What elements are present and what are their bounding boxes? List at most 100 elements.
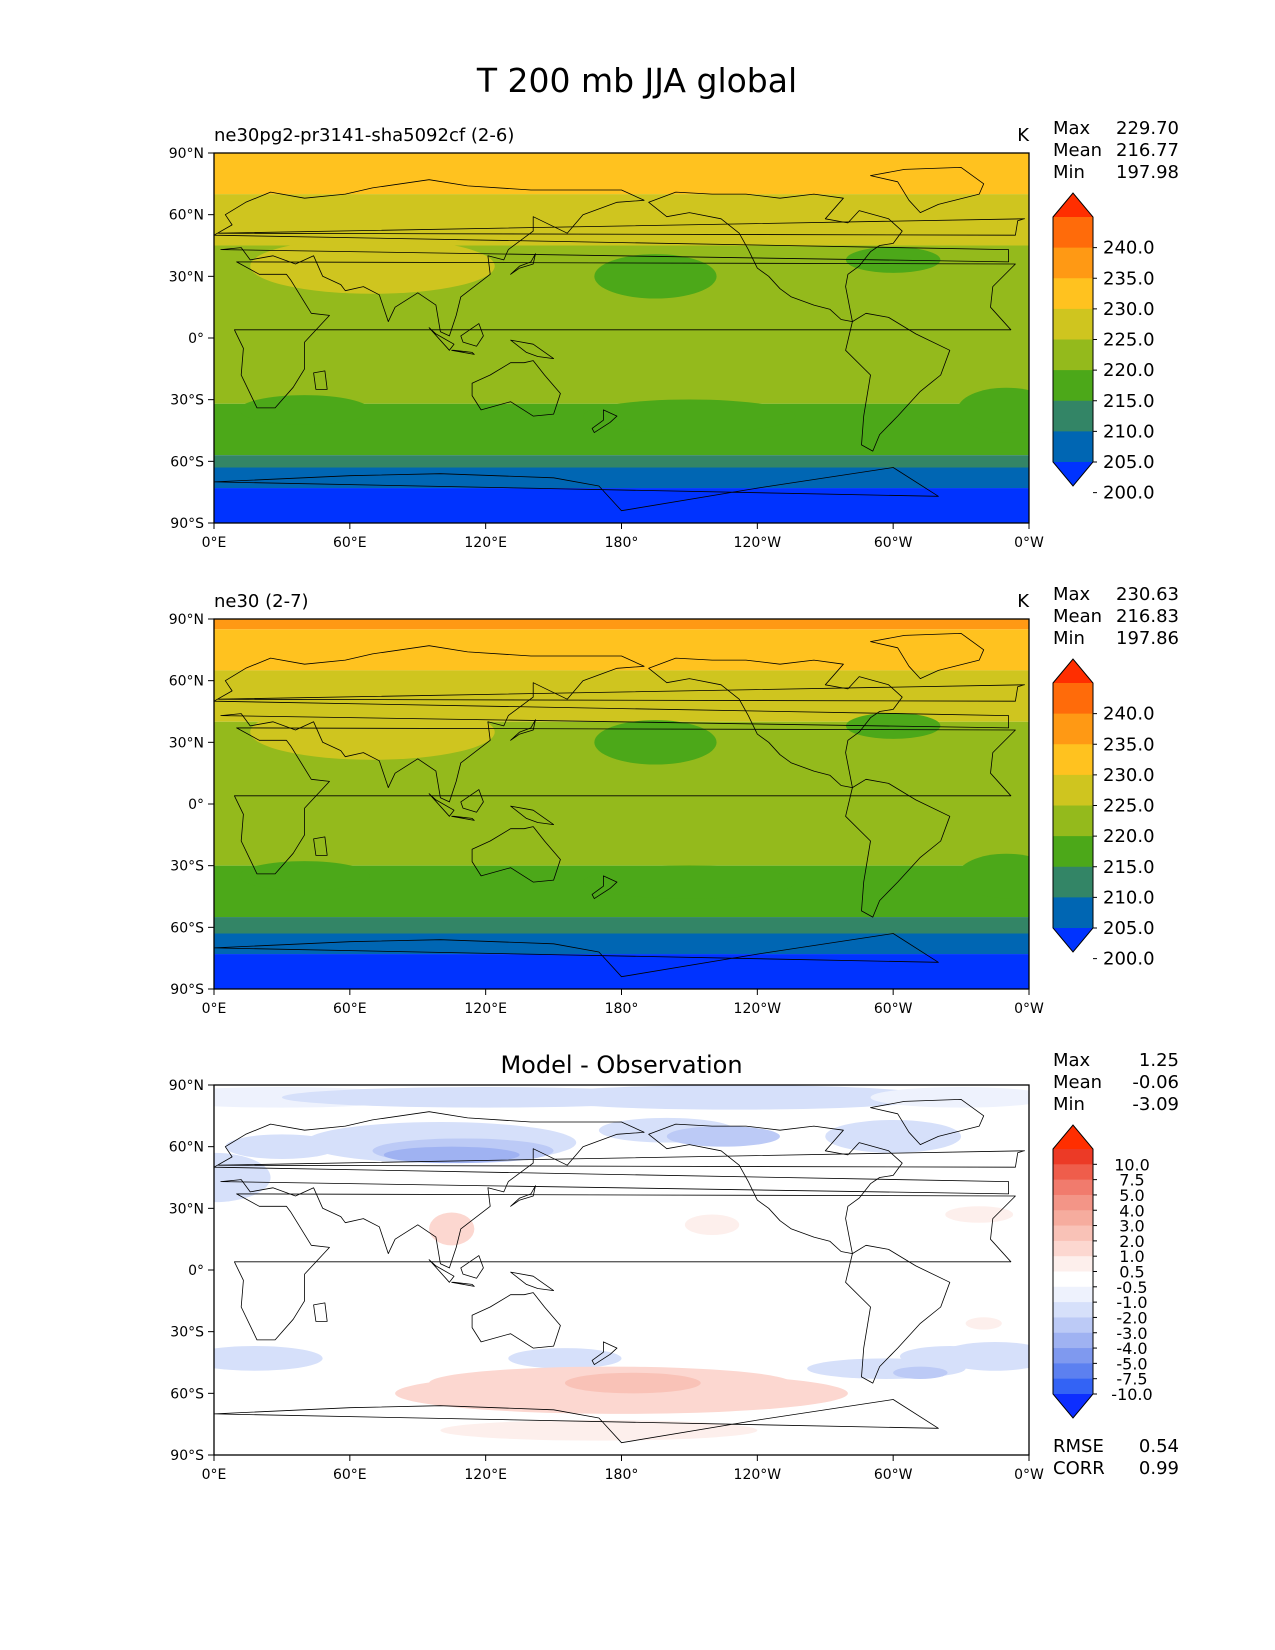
colorbar-max-extend xyxy=(1053,193,1093,217)
lon-tick-label: 0°W xyxy=(1014,535,1044,551)
colorbar-label: -4.0 xyxy=(1116,1339,1147,1358)
colorbar-segment xyxy=(1053,370,1093,402)
lat-tick-label: 90°N xyxy=(169,1078,204,1094)
colorbar-label: 225.0 xyxy=(1103,796,1155,817)
lon-tick-label: 180° xyxy=(605,1001,639,1017)
colorbar-label: 1.0 xyxy=(1119,1247,1144,1266)
colorbar-segment xyxy=(1053,866,1093,898)
coastline xyxy=(218,1150,1025,1168)
colorbar-min-extend xyxy=(1053,1394,1093,1418)
colorbar-label: 240.0 xyxy=(1103,238,1155,259)
contour-band xyxy=(214,455,1029,468)
coastline xyxy=(460,1255,484,1279)
coastline xyxy=(233,1193,1016,1341)
units-label: K xyxy=(1017,125,1030,146)
contour-band xyxy=(214,619,1029,630)
colorbar-label: 210.0 xyxy=(1103,421,1155,442)
contour-blob xyxy=(684,1214,740,1236)
colorbar-label: 230.0 xyxy=(1103,765,1155,786)
colorbar-segment xyxy=(1053,400,1093,432)
stat-label: Max xyxy=(1053,1050,1091,1071)
lat-tick-label: 90°N xyxy=(169,146,204,162)
stat-value: 197.86 xyxy=(1116,628,1179,649)
lat-tick-label: 60°S xyxy=(170,1386,204,1402)
colorbar-label: 235.0 xyxy=(1103,268,1155,289)
stat-label: Min xyxy=(1053,162,1085,183)
coastline xyxy=(870,633,985,679)
stat-label: Min xyxy=(1053,1094,1085,1115)
contour-blob xyxy=(825,1119,962,1153)
coastline xyxy=(428,793,455,817)
map-area xyxy=(214,619,1029,989)
colorbar-segment xyxy=(1053,1363,1093,1380)
colorbar-segment xyxy=(1053,1271,1093,1288)
map-area xyxy=(214,1085,1029,1455)
coastline xyxy=(460,789,484,813)
lon-tick-label: 120°W xyxy=(734,535,782,551)
colorbar-label: 205.0 xyxy=(1103,918,1155,939)
coastline xyxy=(471,826,561,883)
coastline xyxy=(845,1244,951,1384)
coastline xyxy=(214,933,939,978)
lon-tick-label: 120°W xyxy=(734,1467,782,1483)
stat-value: 1.25 xyxy=(1139,1050,1179,1071)
contour-blob xyxy=(945,1206,1014,1223)
colorbar-label: 215.0 xyxy=(1103,857,1155,878)
colorbar-label: -1.0 xyxy=(1116,1293,1147,1312)
lon-tick-label: 0°W xyxy=(1014,1467,1044,1483)
colorbar-segment xyxy=(1053,1149,1093,1165)
colorbar-label: 2.0 xyxy=(1119,1232,1144,1251)
coastline xyxy=(233,727,1016,875)
contour-band xyxy=(214,488,1029,523)
contour-blob xyxy=(957,853,1029,899)
coastline xyxy=(218,684,1025,702)
colorbar-label: 220.0 xyxy=(1103,826,1155,847)
lat-tick-label: 0° xyxy=(188,331,204,347)
colorbar-min-extend xyxy=(1053,462,1093,486)
lat-tick-label: 90°N xyxy=(169,612,204,628)
contour-blob xyxy=(250,238,495,294)
coastline xyxy=(471,1292,561,1349)
contour-band xyxy=(214,917,1029,934)
colorbar-label: 10.0 xyxy=(1114,1155,1150,1174)
contour-blob xyxy=(214,1346,323,1371)
lon-tick-label: 60°E xyxy=(333,1467,367,1483)
colorbar-segment xyxy=(1053,836,1093,868)
stat-value: 216.77 xyxy=(1116,140,1179,161)
stat-label: Max xyxy=(1053,584,1091,605)
lon-tick-label: 120°E xyxy=(464,535,507,551)
colorbar-segment xyxy=(1053,217,1093,249)
colorbar-label: 205.0 xyxy=(1103,452,1155,473)
colorbar-segment xyxy=(1053,1164,1093,1181)
stat-value: -3.09 xyxy=(1132,1094,1179,1115)
colorbar-label: -7.5 xyxy=(1116,1370,1147,1389)
metric-value: 0.99 xyxy=(1139,1458,1179,1479)
stat-label: Mean xyxy=(1053,606,1102,627)
colorbar-segment xyxy=(1053,774,1093,807)
coastline xyxy=(313,836,328,856)
colorbar-segment xyxy=(1053,1302,1093,1318)
contour-band xyxy=(214,153,1029,195)
coastline xyxy=(510,339,554,360)
contour-blob xyxy=(239,861,370,891)
contour-blob xyxy=(429,1212,475,1246)
stat-value: 216.83 xyxy=(1116,606,1179,627)
colorbar-segment xyxy=(1053,1210,1093,1227)
contour-blob xyxy=(383,1146,520,1164)
colorbar-label: -3.0 xyxy=(1116,1324,1147,1343)
lat-tick-label: 30°N xyxy=(169,269,204,285)
figure-title: T 200 mb JJA global xyxy=(476,61,797,100)
stat-label: Mean xyxy=(1053,1072,1102,1093)
stat-label: Mean xyxy=(1053,140,1102,161)
lon-tick-label: 60°W xyxy=(874,1467,913,1483)
contour-blob xyxy=(957,387,1029,433)
colorbar-segment xyxy=(1053,683,1093,715)
lat-tick-label: 30°S xyxy=(170,393,204,409)
lat-tick-label: 0° xyxy=(188,797,204,813)
contour-blob xyxy=(594,254,717,299)
coastline xyxy=(510,1271,554,1291)
stat-label: Min xyxy=(1053,628,1085,649)
colorbar-segment xyxy=(1053,1348,1093,1364)
coastline xyxy=(214,1399,939,1444)
